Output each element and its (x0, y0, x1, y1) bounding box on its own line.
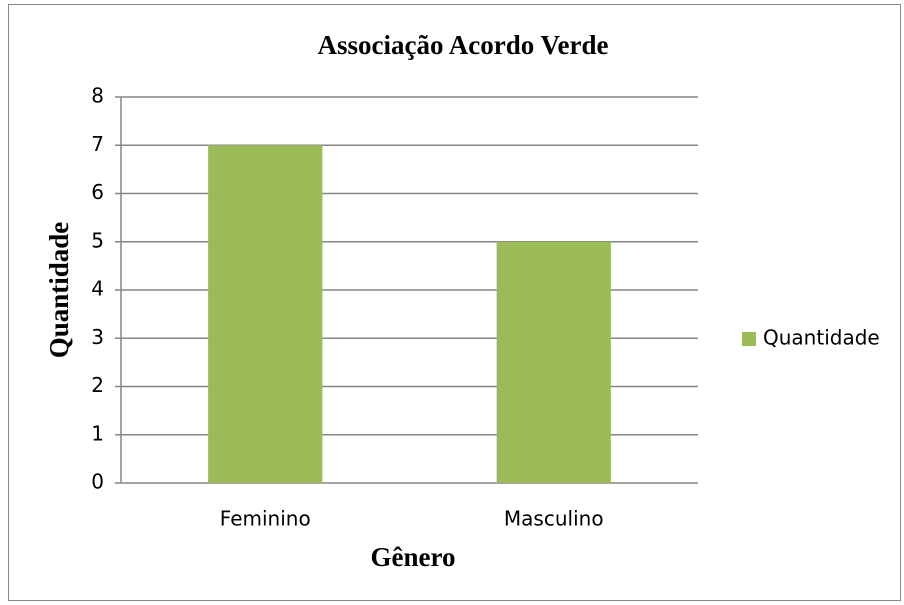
y-tick-label: 4 (91, 277, 104, 301)
y-tick-label: 8 (91, 84, 104, 108)
legend-label: Quantidade (763, 326, 880, 350)
bar (208, 145, 323, 483)
y-axis-label: Quantidade (44, 222, 74, 359)
x-tick-label: Masculino (504, 507, 604, 531)
x-axis-label: Gênero (371, 542, 456, 572)
y-tick-label: 7 (91, 132, 104, 156)
bar (496, 241, 611, 483)
chart-frame (8, 4, 901, 601)
y-tick-label: 3 (91, 325, 104, 349)
chart-title: Associação Acordo Verde (318, 30, 609, 60)
x-tick-label: Feminino (220, 507, 311, 531)
y-tick-label: 5 (91, 228, 104, 252)
y-tick-label: 0 (91, 470, 104, 494)
y-tick-label: 1 (91, 421, 104, 445)
y-tick-label: 2 (91, 373, 104, 397)
y-tick-label: 6 (91, 180, 104, 204)
legend-swatch (742, 332, 756, 346)
